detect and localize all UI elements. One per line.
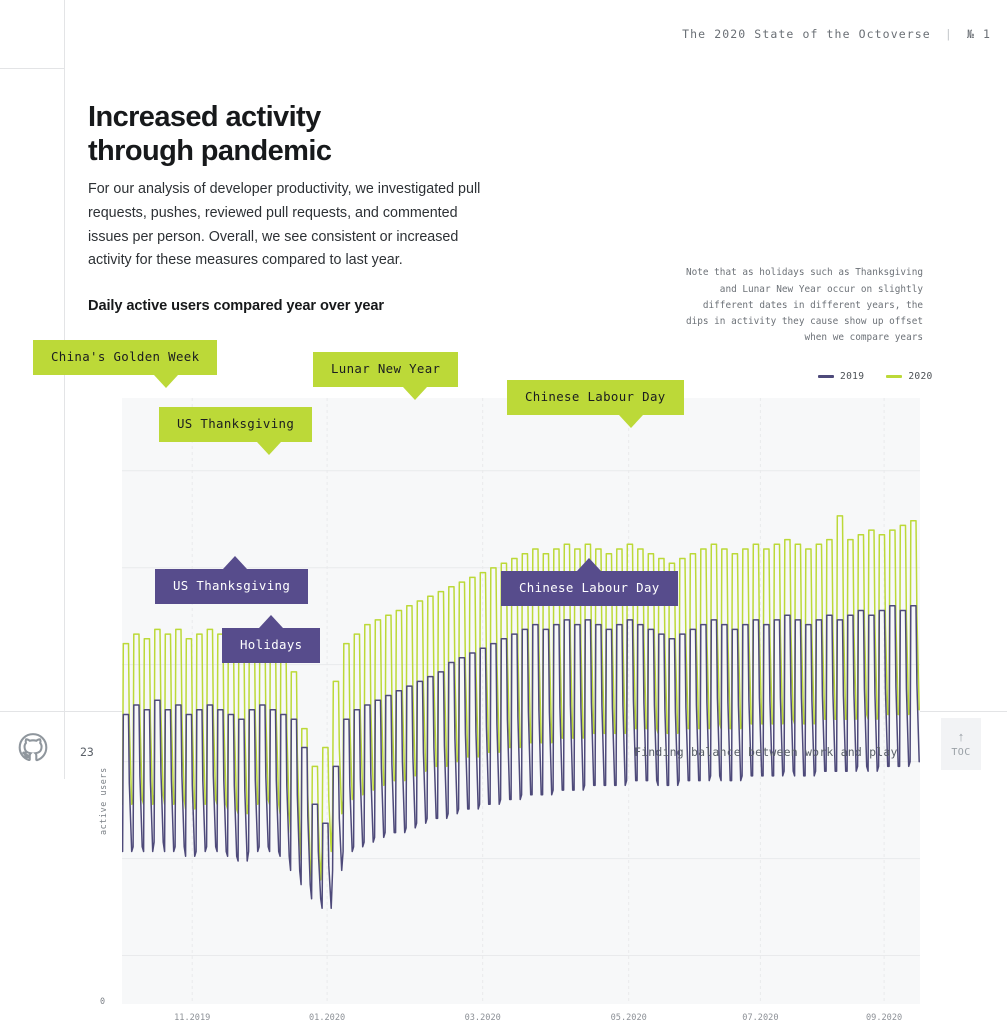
callout-pointer-icon: [222, 556, 247, 569]
chart-callout-label: US Thanksgiving: [173, 578, 291, 593]
footer-page-number: 23: [80, 745, 94, 759]
page-title-line-2: through pandemic: [88, 135, 332, 168]
footer-caption: Finding balance between work and play: [634, 745, 898, 759]
chart-callout-green: US Thanksgiving: [159, 407, 313, 456]
legend-item-2020: 2020: [886, 371, 932, 382]
chart-callout-green: China's Golden Week: [33, 340, 218, 389]
x-axis-tick: 09.2020: [865, 1013, 903, 1023]
page-title: Increased activity through pandemic: [88, 101, 528, 169]
legend-swatch-icon: [818, 375, 834, 378]
arrow-up-icon: ↑: [957, 729, 965, 744]
github-octocat-icon: [18, 733, 48, 763]
chart-callout-label: China's Golden Week: [51, 349, 200, 364]
legend-item-2019: 2019: [818, 371, 864, 382]
header-publication: The 2020 State of the Octoverse: [682, 27, 931, 41]
toc-button-label: TOC: [951, 747, 971, 758]
chart-legend: 2019 2020: [818, 371, 933, 382]
x-axis-tick: 03.2020: [464, 1013, 501, 1023]
legend-swatch-icon: [886, 375, 903, 378]
chart-callout-green: Chinese Labour Day: [507, 380, 684, 429]
chart-callout-label: Holidays: [240, 637, 303, 652]
chart-callout-purple: US Thanksgiving: [155, 556, 309, 605]
footer-left-rule: [64, 711, 65, 779]
line-chart-plot: [122, 398, 920, 1004]
callout-pointer-icon: [577, 558, 602, 571]
chart-callout-label: Chinese Labour Day: [525, 389, 666, 404]
top-left-rule: [0, 68, 64, 69]
callout-pointer-icon: [257, 442, 282, 456]
page-title-line-1: Increased activity: [88, 101, 321, 134]
x-axis-tick: 01.2020: [308, 1013, 346, 1023]
legend-label: 2020: [908, 371, 933, 382]
legend-label: 2019: [840, 371, 865, 382]
chart-note: Note that as holidays such as Thanksgivi…: [685, 267, 923, 344]
y-axis-tick-zero: 0: [100, 996, 106, 1006]
chart-callout-label: Lunar New Year: [331, 361, 441, 376]
chart-callout-purple: Chinese Labour Day: [501, 558, 678, 607]
callout-pointer-icon: [402, 387, 427, 401]
chart-callout-green: Lunar New Year: [313, 352, 459, 401]
callout-pointer-icon: [259, 615, 284, 628]
x-axis-tick: 11.2019: [174, 1013, 211, 1023]
y-axis-label: active users: [98, 767, 108, 835]
header-separator: |: [944, 27, 953, 41]
chart-callout-label: US Thanksgiving: [177, 416, 295, 431]
header-meta: The 2020 State of the Octoverse | № 1: [682, 27, 991, 41]
x-axis-ticks: 11.2019 01.2020 03.2020 05.2020 07.2020 09.20…: [122, 1013, 920, 1029]
header-issue: № 1: [966, 27, 991, 41]
chart-area: active users 0 11.2019 01.2020 03.2020 05.2…: [0, 330, 1007, 1023]
chart-title: Daily active users compared year over ye…: [88, 298, 384, 315]
chart-callout-label: Chinese Labour Day: [519, 580, 660, 595]
callout-pointer-icon: [618, 415, 643, 429]
x-axis-tick: 07.2020: [742, 1013, 779, 1023]
chart-callout-purple: Holidays: [222, 615, 321, 664]
callout-pointer-icon: [153, 375, 178, 389]
x-axis-tick: 05.2020: [610, 1013, 647, 1023]
intro-paragraph: For our analysis of developer productivi…: [88, 181, 481, 269]
toc-button[interactable]: ↑ TOC: [941, 718, 981, 770]
